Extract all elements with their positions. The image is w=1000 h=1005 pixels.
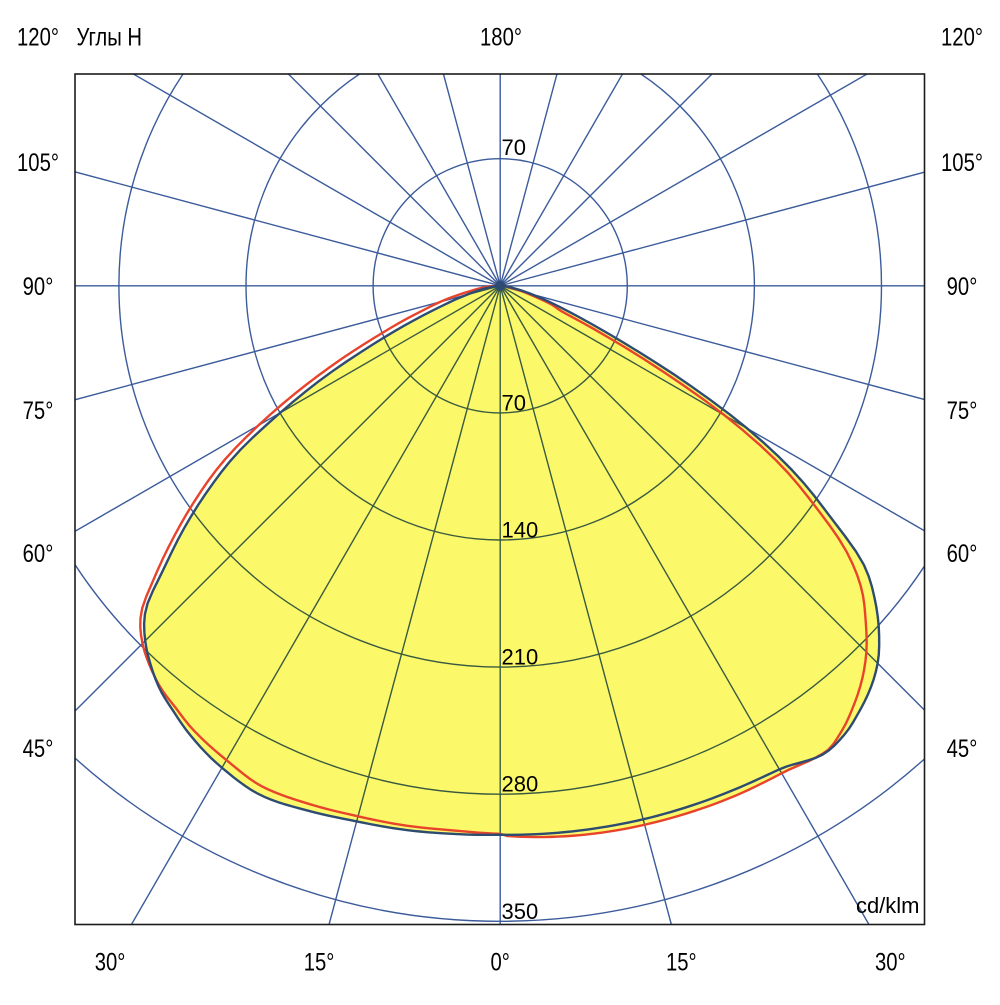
angle-label-top-center: 180° [480,24,522,52]
grid-circle [245,285,756,541]
angle-label-left: 45° [23,735,54,763]
curve-c90-c270 [142,284,881,837]
angle-label-bottom: 15° [666,949,697,977]
angle-label-left: 60° [23,540,54,568]
plot-border [74,73,926,926]
radial-tick-label: 140 [502,518,539,543]
angle-label-bottom: 30° [95,949,126,977]
intensity-fill [144,285,880,838]
angle-label-right: 105° [941,149,983,177]
units-label: cd/klm [856,893,920,918]
radial-tick-label: 70 [502,390,526,415]
radial-tick-label: 210 [502,645,539,670]
angle-label-bottom: 30° [875,949,906,977]
angle-label-right: 60° [947,540,978,568]
polar-center-hub [495,280,506,291]
radial-tick-label-top: 70 [502,135,526,160]
grid-circle [144,285,880,795]
angle-label-right: 45° [947,735,978,763]
grid-circle [144,285,880,668]
grid-circle [372,285,629,414]
angle-label-right: 75° [947,397,978,425]
angle-label-bottom: 15° [304,949,335,977]
angle-label-top-right: 120° [941,24,983,52]
angle-label-left: 90° [23,273,54,301]
angle-label-bottom: 0° [491,949,510,977]
angle-label-left: 75° [23,397,54,425]
angle-label-right: 90° [947,273,978,301]
grid-circle [75,756,925,922]
chart-labels: 120° Углы H 180° 120° 105° 105° 90° 90° 75° 75° 60… [17,24,983,977]
chart-title: Углы H [77,24,143,52]
radial-tick-label: 350 [502,899,539,924]
angle-label-top-left: 120° [17,24,59,52]
angle-label-left: 105° [17,149,59,177]
radial-tick-label: 280 [502,772,539,797]
